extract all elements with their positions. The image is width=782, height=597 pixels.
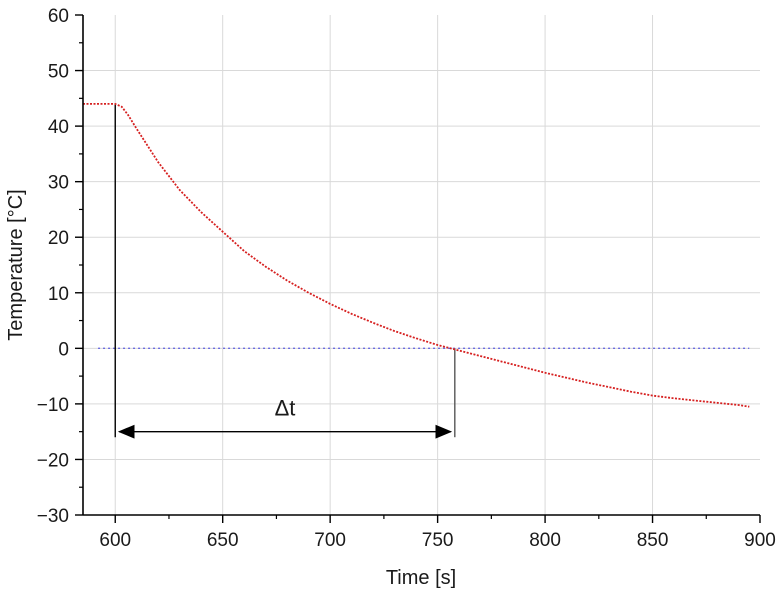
y-tick-label: 20	[48, 228, 69, 249]
y-tick-label: 60	[48, 6, 69, 27]
series-group	[83, 103, 750, 408]
x-tick-label: 700	[314, 530, 346, 551]
x-tick-label: 800	[529, 530, 561, 551]
delta-t-label: Δt	[275, 396, 296, 421]
y-tick-label: 40	[48, 117, 69, 138]
y-tick-label: 30	[48, 173, 69, 194]
y-tick-label: −20	[37, 450, 69, 471]
y-tick-label: 10	[48, 284, 69, 305]
x-tick-label: 600	[99, 530, 131, 551]
y-tick-label: 0	[58, 339, 69, 360]
grid	[83, 15, 760, 515]
tick-group: 600 650 700 750 800 850 900 −30 −20 −10 0 10 20 30 40 5…	[37, 6, 776, 551]
x-axis-title: Time [s]	[386, 567, 456, 589]
x-tick-label: 650	[207, 530, 239, 551]
y-tick-label: −10	[37, 395, 69, 416]
y-tick-label: −30	[37, 506, 69, 527]
x-tick-label: 850	[637, 530, 669, 551]
annotation-group	[114, 103, 456, 439]
temperature-series-line	[83, 103, 750, 408]
x-tick-label: 750	[422, 530, 454, 551]
x-tick-label: 900	[744, 530, 776, 551]
y-tick-label: 50	[48, 62, 69, 83]
axes	[82, 15, 760, 516]
y-axis-title: Temperature [°C]	[5, 189, 27, 340]
